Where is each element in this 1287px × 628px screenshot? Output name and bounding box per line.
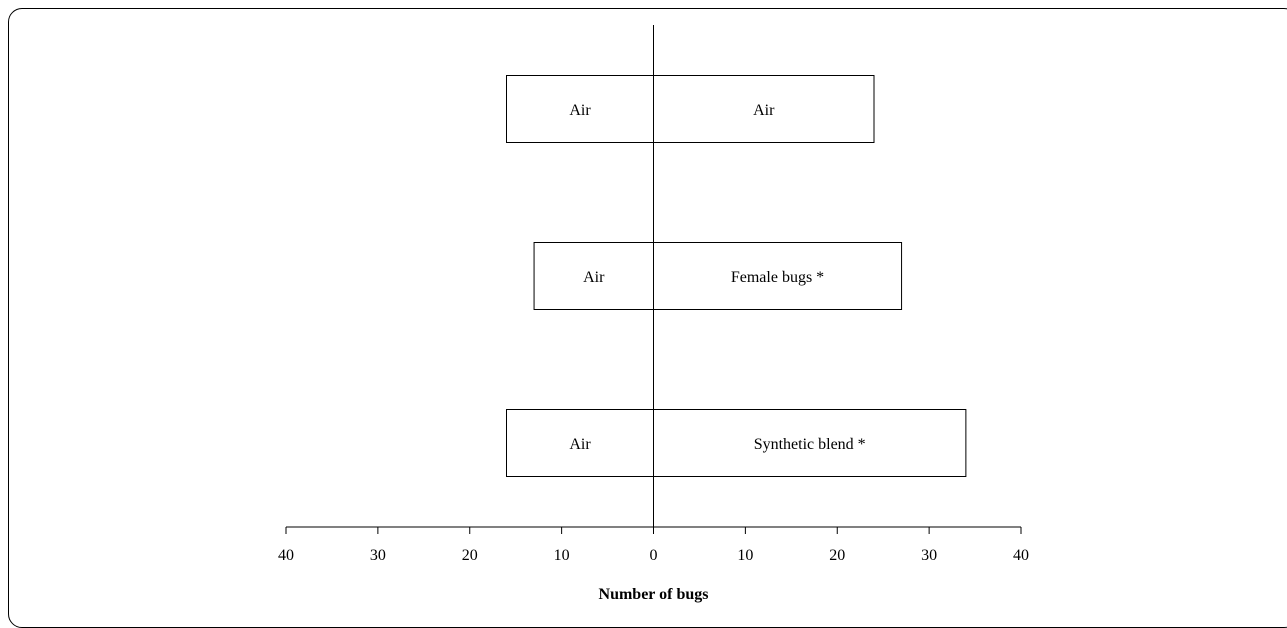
x-axis: 40 30 20 10 0 10 20 30 40 [278,526,1029,564]
bar-right-2 [653,242,903,310]
diverging-bar-chart: Air Air Air Female bugs * Air Synthetic blend… [278,25,1029,603]
bar-left-2 [533,242,654,310]
x-tick-label-1: 40 [278,547,294,564]
bar-right-3 [653,409,967,477]
bar-left-label-3: Air [569,436,591,453]
x-axis-title: Number of bugs [599,586,709,603]
x-tick-label-9: 40 [1013,547,1029,564]
bar-right-label-1: Air [753,102,775,119]
bar-left-label-2: Air [583,269,605,286]
bars-group: Air Air Air Female bugs * Air Synthetic blend… [506,75,967,477]
bar-right-label-3: Synthetic blend * [754,436,866,453]
x-tick-label-2: 30 [370,547,386,564]
x-tick-label-4: 10 [554,547,570,564]
x-tick-label-6: 10 [737,547,753,564]
x-tick-label-3: 20 [462,547,478,564]
x-tick-label-5: 0 [650,547,658,564]
x-tick-label-7: 20 [829,547,845,564]
bar-left-label-1: Air [569,102,591,119]
bar-left-1 [506,75,654,143]
bar-right-1 [653,75,875,143]
bar-right-label-2: Female bugs * [731,269,824,286]
x-tick-label-8: 30 [921,547,937,564]
